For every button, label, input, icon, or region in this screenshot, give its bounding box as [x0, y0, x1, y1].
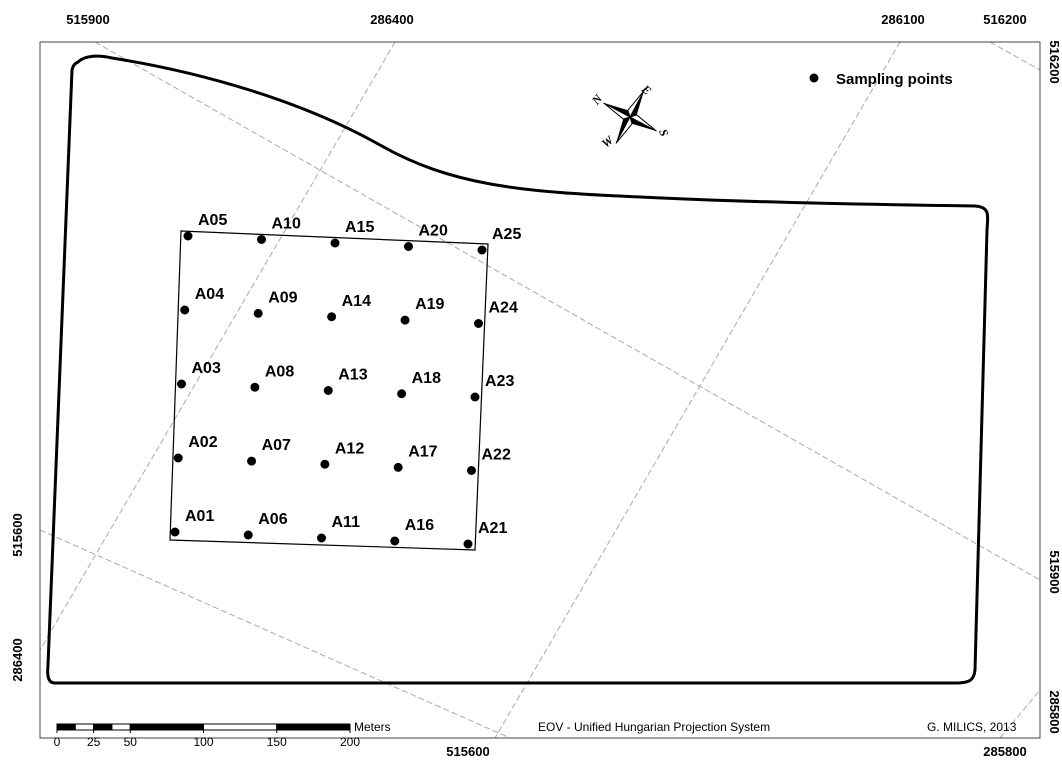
point-label: A23 [485, 373, 514, 390]
coord-label: 515900 [66, 12, 109, 27]
coord-label: 516200 [983, 12, 1026, 27]
coord-label: 515600 [446, 744, 489, 759]
sampling-point [393, 462, 403, 472]
sampling-point [173, 453, 183, 463]
point-label: A05 [198, 212, 227, 229]
scale-segment [74, 723, 95, 731]
point-label: A08 [265, 363, 294, 380]
coord-label: 515900 [1047, 550, 1062, 593]
point-label: A18 [412, 370, 441, 387]
sampling-point [390, 536, 400, 546]
scale-label: 0 [54, 735, 61, 749]
point-label: A17 [408, 443, 437, 460]
point-label: A01 [185, 508, 214, 525]
sampling-point [183, 231, 193, 241]
scale-label: 25 [87, 735, 101, 749]
sampling-point [467, 466, 476, 475]
sampling-point [257, 235, 266, 244]
sampling-point [170, 527, 180, 537]
sampling-point [323, 386, 333, 395]
sampling-point [317, 533, 326, 543]
scale-segment [56, 723, 76, 731]
point-label: A24 [489, 300, 518, 317]
grid-line [989, 41, 1041, 71]
point-label: A20 [419, 223, 448, 240]
scale-segment [111, 723, 131, 731]
point-label: A15 [345, 219, 374, 236]
scale-label: 100 [193, 735, 213, 749]
sampling-area [169, 230, 489, 551]
point-label: A22 [482, 447, 511, 464]
point-label: A21 [478, 520, 507, 537]
sampling-point [477, 245, 487, 255]
compass-letter: S [656, 127, 672, 138]
point-label: A10 [272, 216, 301, 233]
point-label: A02 [188, 434, 217, 451]
point-label: A25 [492, 226, 521, 243]
point-label: A16 [405, 517, 434, 534]
scale-label: 150 [267, 735, 287, 749]
grid-line [39, 41, 396, 651]
scale-label: 200 [340, 735, 360, 749]
sampling-point [253, 308, 263, 318]
point-label: A04 [195, 286, 224, 303]
sampling-point [320, 459, 330, 469]
sampling-point [327, 312, 337, 322]
sampling-point [243, 530, 253, 540]
point-label: A12 [335, 440, 364, 457]
compass-rose [603, 90, 657, 144]
coord-label: 286100 [881, 12, 924, 27]
point-label: A03 [192, 360, 221, 377]
point-label: A07 [262, 437, 291, 454]
sampling-point [330, 238, 340, 248]
author-credit: G. MILICS, 2013 [927, 720, 1017, 734]
graticule [39, 41, 1041, 739]
scale-segment [276, 723, 351, 731]
sampling-point [247, 456, 257, 466]
sampling-point [180, 305, 190, 315]
coord-label: 286400 [10, 638, 25, 681]
field-boundary [46, 54, 990, 685]
sampling-point [404, 242, 413, 251]
scale-segment [203, 723, 278, 731]
sampling-point [463, 539, 473, 549]
sampling-point [470, 392, 480, 402]
scale-segment [129, 723, 204, 731]
coord-label: 285800 [1047, 690, 1062, 733]
grid-line [39, 529, 511, 739]
point-label: A06 [258, 511, 287, 528]
coord-label: 286400 [370, 12, 413, 27]
projection-note: EOV - Unified Hungarian Projection Syste… [538, 720, 770, 734]
coord-label: 285800 [983, 744, 1026, 759]
point-label: A11 [332, 514, 361, 531]
sampling-point [474, 319, 483, 328]
point-label: A13 [338, 367, 367, 384]
legend-symbol [809, 73, 819, 83]
legend-label: Sampling points [836, 71, 953, 88]
grid-line [94, 41, 1041, 581]
point-label: A19 [415, 296, 444, 313]
scale-unit: Meters [354, 720, 391, 734]
sampling-point [250, 382, 260, 392]
grid-line [494, 41, 901, 739]
scale-segment [93, 723, 113, 731]
point-label: A14 [342, 293, 371, 310]
coord-label: 516200 [1047, 40, 1062, 83]
map-frame [39, 41, 1041, 739]
scale-label: 50 [124, 735, 138, 749]
sampling-point [177, 379, 186, 389]
grid-line [999, 689, 1041, 739]
coord-label: 515600 [10, 513, 25, 556]
sampling-point [400, 315, 410, 325]
sampling-point [397, 389, 407, 399]
point-label: A09 [268, 289, 297, 306]
